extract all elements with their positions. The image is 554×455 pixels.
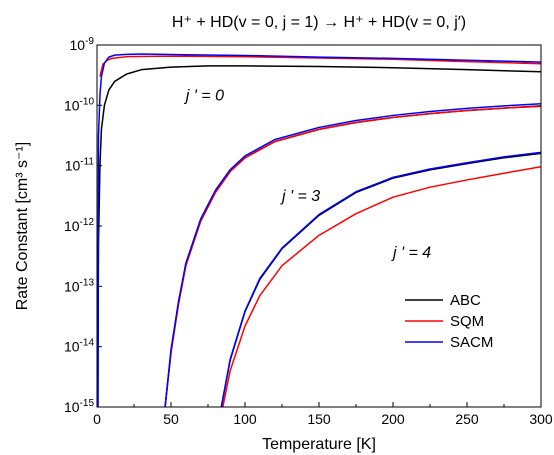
x-tick-label: 0 <box>93 411 101 427</box>
ticks: 0 50 100 150 200 250 300 10-15 10-14 10-13 10-12 10… <box>64 36 553 427</box>
curve-abc-j4 <box>220 152 541 407</box>
legend-label-sacm: SACM <box>450 334 493 351</box>
annotations: j ' = 0 j ' = 3 j ' = 4 <box>184 88 431 262</box>
curve-sacm-j3 <box>164 103 541 407</box>
curve-annotation: j ' = 3 <box>280 188 320 205</box>
x-tick-label: 50 <box>163 411 179 427</box>
curve-sqm-j3 <box>164 105 541 407</box>
legend: ABC SQM SACM <box>405 292 493 351</box>
y-tick-label: 10-12 <box>64 217 94 234</box>
curve-abc-j0 <box>97 65 541 407</box>
y-tick-label: 10-9 <box>70 36 95 53</box>
legend-label-abc: ABC <box>450 292 481 309</box>
y-tick-label: 10-11 <box>65 157 95 174</box>
y-axis-title: Rate Constant [cm³ s⁻¹] <box>14 142 31 311</box>
curve-annotation: j ' = 0 <box>184 88 224 105</box>
y-tick-label: 10-14 <box>64 338 94 355</box>
x-tick-label: 250 <box>455 411 479 427</box>
x-axis-title: Temperature [K] <box>262 436 376 453</box>
y-tick-label: 10-13 <box>64 277 94 294</box>
x-tick-label: 100 <box>233 411 257 427</box>
curve-sacm-j0 <box>97 53 541 407</box>
legend-label-sqm: SQM <box>450 313 484 330</box>
curves <box>97 53 541 407</box>
x-tick-label: 200 <box>381 411 405 427</box>
y-tick-label: 10-10 <box>64 96 94 113</box>
curve-sqm-j4 <box>222 166 541 407</box>
curve-sacm-j4 <box>220 151 541 407</box>
y-tick-label: 10-15 <box>64 398 94 415</box>
x-tick-label: 150 <box>307 411 331 427</box>
curve-abc-j3 <box>164 105 541 407</box>
plot-frame <box>96 44 542 408</box>
curve-annotation: j ' = 4 <box>391 245 431 262</box>
chart-title: H⁺ + HD(v = 0, j = 1) → H⁺ + HD(v = 0, j… <box>172 14 466 31</box>
x-tick-label: 300 <box>529 411 553 427</box>
